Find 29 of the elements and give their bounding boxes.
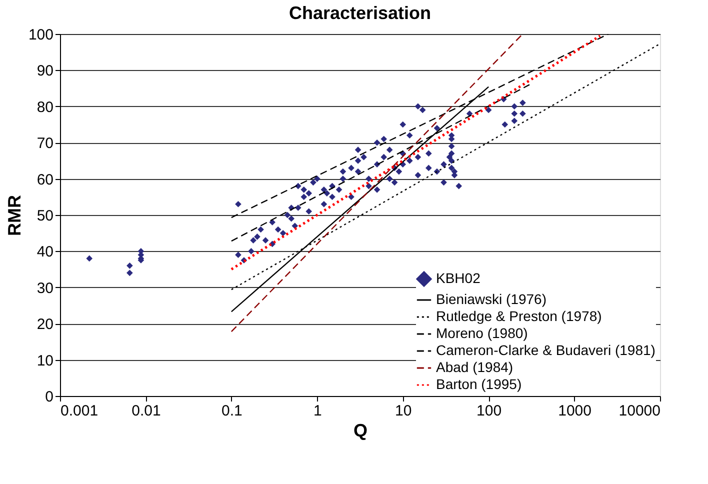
y-tick-label: 50: [36, 208, 54, 224]
chart-title: Characterisation: [288, 3, 432, 23]
y-tick-label: 0: [45, 388, 54, 406]
x-tick-label: 0.001: [60, 402, 98, 420]
y-tick-label: 20: [36, 316, 54, 334]
x-tick-label: 100: [476, 402, 502, 420]
y-tick-label: 60: [36, 171, 54, 188]
x-tick-label: 0.01: [132, 402, 161, 420]
x-tick-label: 1: [313, 402, 322, 420]
y-tick-label: 80: [36, 98, 54, 116]
legend-label: Rutledge & Preston (1978): [436, 308, 602, 324]
y-axis-title: RMR: [4, 195, 24, 236]
y-tick-label: 90: [36, 62, 54, 80]
x-tick-label: 10: [395, 402, 412, 420]
legend-label: Barton (1995): [436, 376, 522, 392]
y-tick-label: 100: [28, 26, 54, 44]
y-tick-label: 10: [36, 352, 54, 370]
legend-label: Abad (1984): [436, 359, 514, 375]
legend-label: Moreno (1980): [436, 325, 528, 341]
x-tick-label: 1000: [558, 402, 592, 420]
legend-label: Bieniawski (1976): [436, 291, 546, 307]
y-tick-label: 70: [36, 135, 54, 152]
legend-label: KBH02: [436, 270, 481, 286]
legend-label: Cameron-Clarke & Budaveri (1981): [436, 342, 656, 358]
x-tick-label: 0.1: [222, 402, 242, 420]
x-axis-title: Q: [353, 420, 368, 440]
x-tick-label: 10000: [618, 402, 660, 420]
y-tick-label: 40: [36, 244, 54, 261]
y-tick-label: 30: [36, 280, 54, 297]
